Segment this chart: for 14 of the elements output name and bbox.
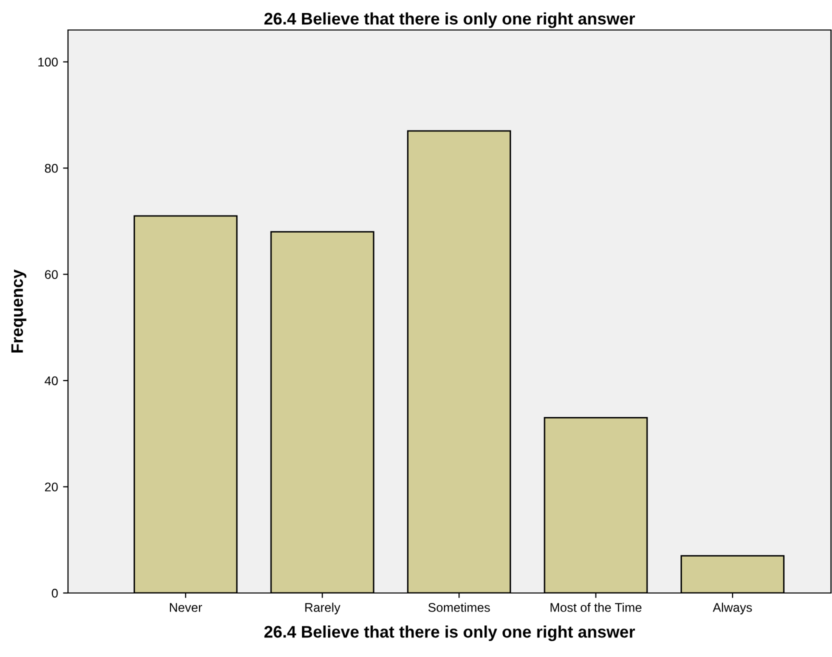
x-tick-label: Sometimes (428, 602, 490, 612)
y-tick-label: 60 (45, 270, 58, 279)
x-axis-title: 26.4 Believe that there is only one right answer (264, 625, 635, 642)
y-tick-label: 0 (52, 588, 58, 598)
y-axis-title: Frequency (11, 269, 26, 353)
y-tick-label: 40 (44, 376, 58, 386)
y-tick-label: 100 (38, 58, 58, 67)
chart-title: 26.4 Believe that there is only one right answer (264, 12, 635, 28)
y-tick-label: 80 (44, 164, 58, 173)
x-tick-label: Rarely (305, 602, 340, 614)
x-tick-label: Never (170, 603, 202, 612)
y-tick-label: 20 (45, 482, 58, 492)
x-tick-label: Most of the Time (550, 602, 642, 612)
x-tick-label: Always (712, 602, 752, 614)
